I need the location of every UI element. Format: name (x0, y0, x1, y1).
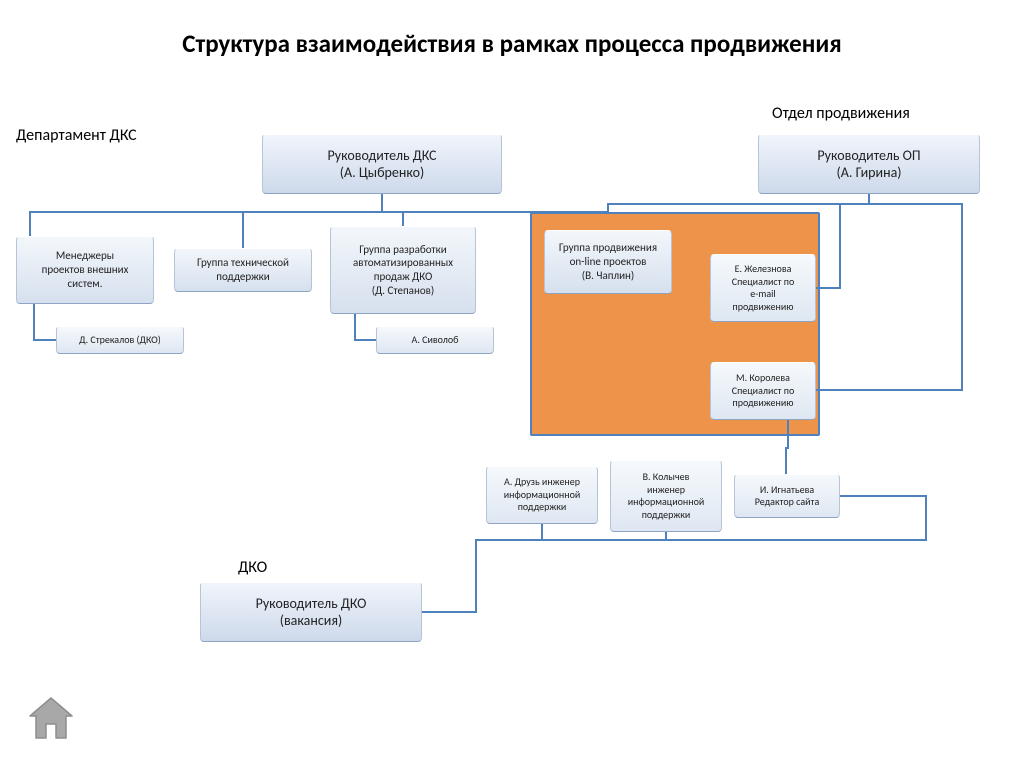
org-node-text: Руководитель ДКО (256, 595, 367, 613)
org-node-sivolob: А. Сиволоб (376, 326, 494, 354)
org-node-text: В. Колычев (643, 471, 690, 484)
org-node-text: автоматизированных (353, 256, 453, 270)
org-node-text: e-mail (750, 288, 775, 301)
org-node-text: А. Друзь инженер (504, 476, 580, 489)
org-node-text: (вакансия) (280, 612, 343, 630)
org-node-text: Редактор сайта (755, 496, 820, 509)
org-node-dko_head: Руководитель ДКО(вакансия) (200, 582, 422, 642)
org-node-text: on-line проектов (570, 255, 647, 269)
org-node-text: А. Сиволоб (412, 334, 459, 347)
org-node-text: (Д. Степанов) (372, 284, 434, 298)
org-node-dks_head: Руководитель ДКС(А. Цыбренко) (262, 134, 502, 194)
org-node-koroleva: М. КоролеваСпециалист попродвижению (710, 362, 816, 420)
org-node-text: (А. Гирина) (836, 164, 901, 182)
org-node-text: Группа технической (197, 256, 289, 270)
org-node-text: Менеджеры (56, 249, 114, 263)
org-node-auto_dko: Группа разработкиавтоматизированныхпрода… (330, 226, 476, 314)
org-node-text: продвижению (733, 301, 794, 314)
section-label-dko: ДКО (238, 558, 267, 577)
org-node-online_grp: Группа продвиженияon-line проектов(В. Ча… (544, 230, 672, 294)
home-icon[interactable] (26, 694, 76, 742)
org-node-ignatieva: И. ИгнатьеваРедактор сайта (734, 474, 840, 518)
org-node-kolychev: В. Колычевинженеринформационнойподдержки (610, 460, 722, 532)
section-label-op: Отдел продвижения (772, 104, 910, 123)
org-node-zheleznova: Е. ЖелезноваСпециалист поe-mailпродвижен… (710, 254, 816, 322)
org-node-text: информационной (628, 496, 705, 509)
org-node-tech_sup: Группа техническойподдержки (174, 248, 312, 292)
org-node-text: Группа продвижения (559, 241, 657, 255)
org-node-text: (А. Цыбренко) (340, 164, 425, 182)
org-node-text: Руководитель ДКС (328, 147, 437, 165)
org-node-druz: А. Друзь инженеринформационнойподдержки (486, 466, 598, 524)
org-node-text: Руководитель ОП (817, 147, 920, 165)
diagram-canvas: Структура взаимодействия в рамках процес… (0, 0, 1024, 768)
org-node-text: поддержки (518, 501, 567, 514)
org-node-text: проектов внешних (42, 263, 129, 277)
org-node-text: систем. (67, 277, 102, 291)
org-node-text: Д. Стрекалов (ДКО) (79, 334, 161, 347)
org-node-text: поддержки (642, 509, 691, 522)
org-node-text: Е. Железнова (735, 263, 792, 276)
page-title: Структура взаимодействия в рамках процес… (0, 28, 1024, 59)
org-node-mgr_ext: Менеджерыпроектов внешнихсистем. (16, 236, 154, 304)
org-node-text: продаж ДКО (374, 270, 433, 284)
org-node-text: продвижению (733, 397, 794, 410)
org-node-op_head: Руководитель ОП(А. Гирина) (758, 134, 980, 194)
org-node-text: М. Королева (736, 372, 790, 385)
section-label-dks: Департамент ДКС (16, 126, 137, 145)
org-node-strekalov: Д. Стрекалов (ДКО) (56, 326, 184, 354)
org-node-text: поддержки (216, 270, 269, 284)
org-node-text: Группа разработки (359, 243, 446, 257)
org-node-text: (В. Чаплин) (582, 269, 634, 283)
